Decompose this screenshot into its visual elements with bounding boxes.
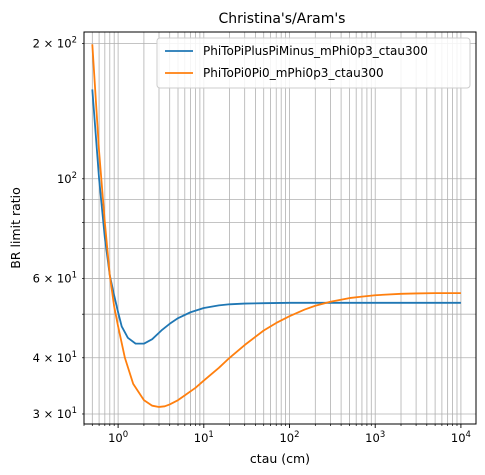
legend-label-series-1: PhiToPi0Pi0_mPhi0p3_ctau300 bbox=[203, 66, 384, 80]
x-tick-label: 101 bbox=[194, 430, 214, 445]
y-tick-label: 2 × 102 bbox=[33, 35, 77, 50]
x-tick-label: 102 bbox=[279, 430, 299, 445]
chart-title: Christina's/Aram's bbox=[219, 11, 346, 27]
legend-label-series-0: PhiToPiPlusPiMinus_mPhi0p3_ctau300 bbox=[203, 44, 428, 58]
x-tick-label: 104 bbox=[451, 430, 471, 445]
axis-ticks: 100 101 102 103 104 3 × 101 4 × 101 6 × 101 102 2… bbox=[33, 35, 471, 445]
legend-box bbox=[156, 37, 471, 89]
x-axis-title: ctau (cm) bbox=[250, 451, 310, 466]
y-tick-label: 3 × 101 bbox=[33, 406, 77, 421]
y-tick-label: 102 bbox=[57, 171, 77, 186]
plot-area-frame bbox=[83, 31, 477, 425]
y-axis-title: BR limit ratio bbox=[8, 187, 23, 269]
x-tick-label: 103 bbox=[365, 430, 385, 445]
legend: PhiToPiPlusPiMinus_mPhi0p3_ctau300 PhiTo… bbox=[156, 37, 471, 89]
y-tick-label: 6 × 101 bbox=[33, 271, 77, 286]
series-line-1 bbox=[91, 44, 461, 408]
series-lines bbox=[91, 44, 461, 408]
x-tick-label: 100 bbox=[108, 430, 128, 445]
grid bbox=[83, 32, 476, 424]
y-tick-label: 4 × 101 bbox=[33, 350, 77, 365]
